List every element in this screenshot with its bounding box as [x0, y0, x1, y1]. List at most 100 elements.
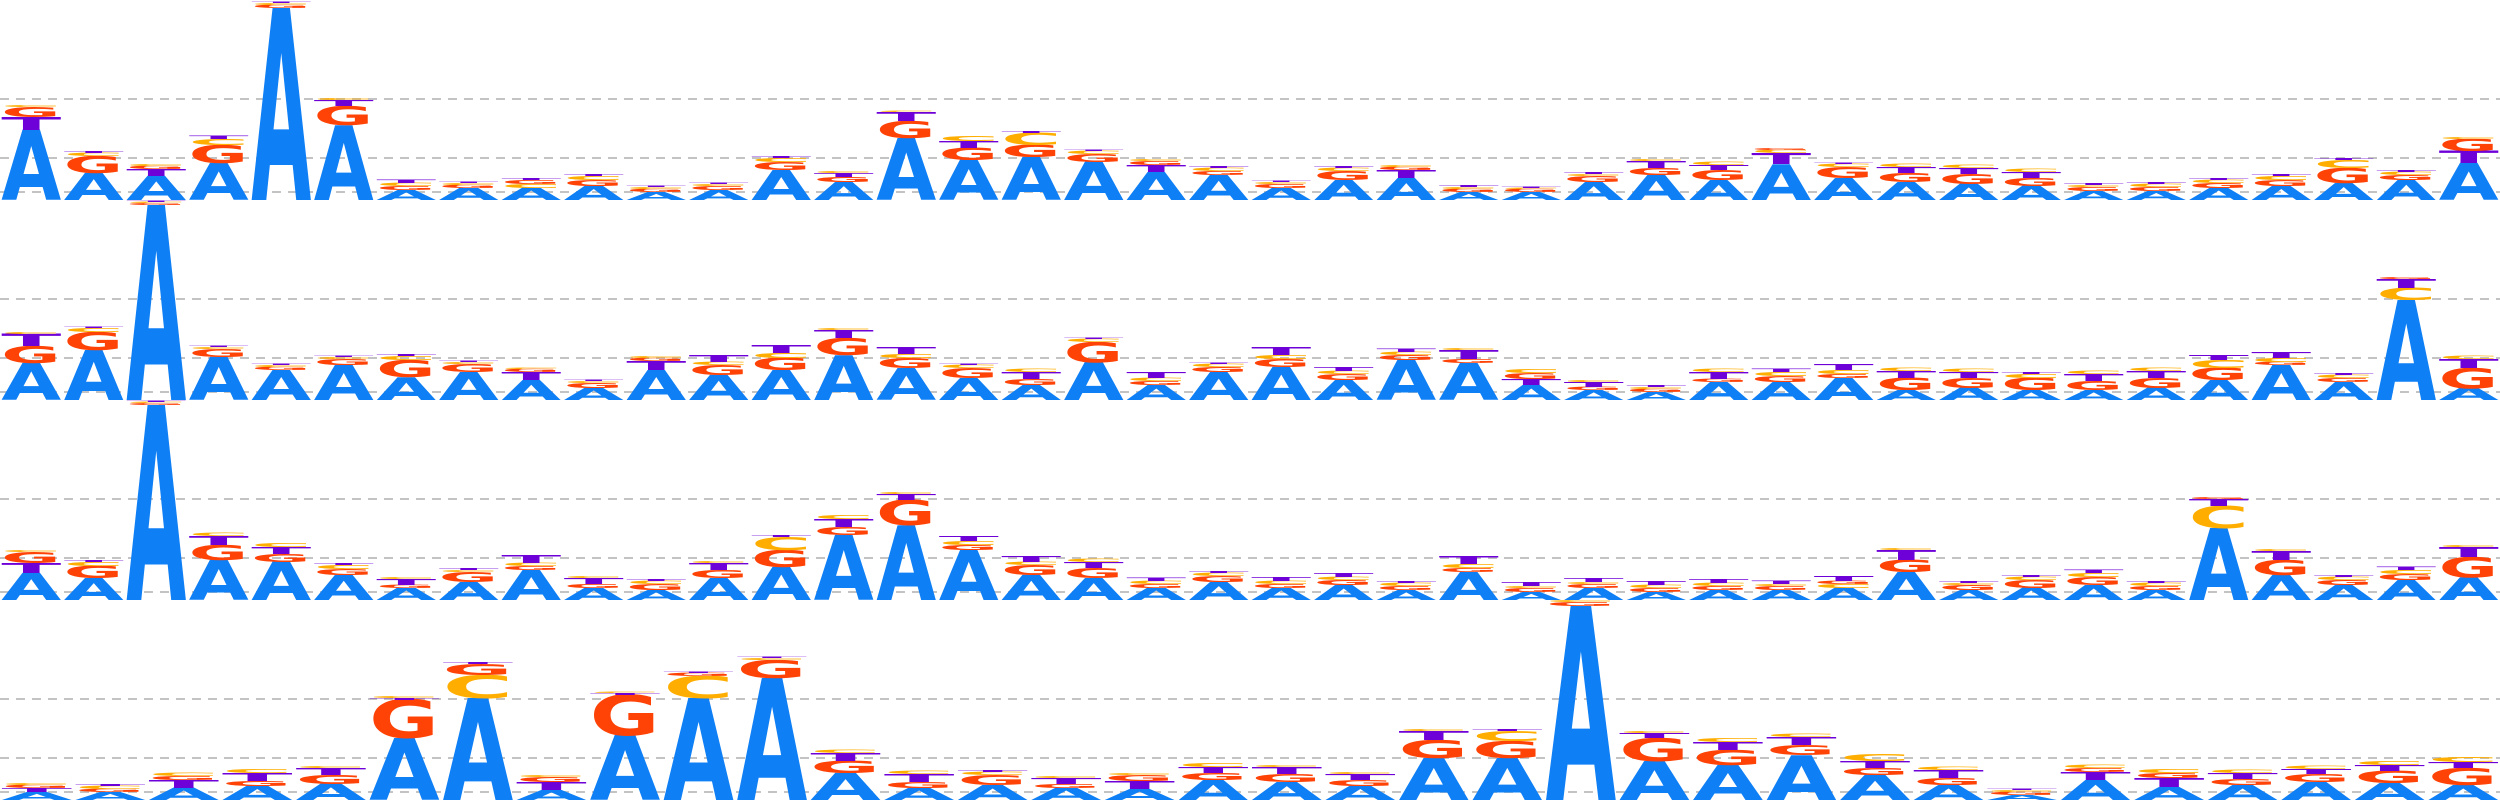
logo-letter-T: T — [1439, 184, 1500, 187]
logo-letter-G: G — [2001, 375, 2060, 394]
logo-letter-G: G — [1439, 358, 1498, 364]
logo-letter-A: A — [663, 670, 734, 800]
logo-letter-G: G — [1501, 371, 1560, 381]
logo-letter-A: A — [1876, 565, 1937, 600]
logo-letter-T: T — [189, 346, 250, 348]
logo-letter-T: T — [884, 772, 955, 785]
logo-letter-A: A — [501, 375, 561, 400]
logo-letter-C: C — [1626, 584, 1686, 589]
logo-letter-A: A — [126, 200, 186, 400]
logo-letter-T: T — [1251, 765, 1322, 776]
logo-letter-C: C — [1689, 161, 1749, 166]
logo-letter-A: A — [1064, 572, 1125, 600]
logo-letter-A: A — [1814, 372, 1875, 400]
logo-letter-A: A — [64, 337, 124, 400]
logo-letter-A: A — [1189, 169, 1250, 200]
logo-letter-T: T — [1126, 577, 1187, 582]
logo-letter-G: G — [2189, 365, 2248, 384]
logo-letter-G: G — [1064, 336, 1123, 368]
logo-letter-A: A — [439, 577, 500, 600]
logo-letter-T: T — [751, 155, 812, 158]
logo-letter-G: G — [1, 549, 60, 566]
logo-letter-T: T — [1376, 348, 1437, 353]
logo-letter-A: A — [1251, 185, 1312, 200]
logo-letter-T: T — [2376, 566, 2437, 571]
logo-letter-T: T — [126, 167, 186, 178]
logo-letter-C: C — [1564, 379, 1624, 382]
logo-letter-A: A — [64, 166, 124, 200]
logo-letter-A: A — [1001, 569, 1062, 600]
logo-letter-T: T — [1689, 164, 1750, 172]
logo-letter-T: T — [810, 751, 881, 764]
logo-letter-A: A — [2251, 356, 2311, 400]
logo-letter-T: T — [2439, 357, 2499, 371]
logo-letter-C: C — [884, 770, 955, 775]
logo-letter-A: A — [64, 572, 125, 600]
logo-letter-T: T — [1689, 578, 1750, 584]
logo-letter-A: A — [2439, 385, 2500, 400]
logo-letter-T: T — [626, 186, 687, 188]
logo-letter-A: A — [1126, 585, 1187, 600]
logo-letter-A: A — [1064, 352, 1124, 400]
logo-letter-A: A — [2001, 387, 2061, 400]
logo-letter-C: C — [2251, 357, 2311, 363]
logo-letter-A: A — [1546, 600, 1617, 800]
logo-letter-G: G — [626, 188, 685, 193]
logo-letter-A: A — [2439, 571, 2499, 600]
logo-letter-T: T — [2064, 372, 2124, 383]
logo-letter-G: G — [1314, 169, 1373, 183]
logo-letter-T: T — [1751, 150, 1811, 168]
logo-letter-G: G — [1564, 583, 1623, 589]
logo-letter-G: G — [1314, 579, 1373, 587]
logo-letter-A: A — [751, 362, 811, 400]
logo-letter-T: T — [2376, 169, 2437, 172]
logo-letter-C: C — [1876, 163, 1936, 168]
logo-letter-A: A — [1251, 358, 1311, 400]
logo-letter-A: A — [1314, 581, 1374, 600]
logo-letter-A: A — [1693, 756, 1764, 800]
logo-letter-G: G — [1751, 374, 1810, 384]
logo-letter-G: G — [1939, 172, 1998, 188]
logo-letter-T: T — [1064, 150, 1125, 152]
logo-letter-C: C — [251, 364, 311, 367]
logo-letter-C: C — [2354, 760, 2425, 766]
logo-letter-G: G — [2376, 174, 2435, 182]
logo-letter-T: T — [1564, 171, 1625, 174]
logo-letter-A: A — [1064, 152, 1124, 200]
logo-letter-C: C — [1104, 773, 1175, 776]
logo-letter-G: G — [876, 356, 935, 372]
logo-letter-A: A — [75, 790, 146, 800]
logo-letter-T: T — [1031, 776, 1102, 786]
logo-letter-C: C — [1840, 752, 1911, 763]
logo-letter-G: G — [939, 544, 998, 552]
logo-letter-G: G — [439, 362, 498, 375]
logo-letter-G: G — [2064, 186, 2123, 192]
logo-letter-T: T — [1001, 130, 1062, 133]
logo-letter-G: G — [689, 568, 748, 581]
logo-letter-A: A — [2314, 377, 2375, 400]
logo-letter-C: C — [1689, 368, 1749, 373]
logo-letter-C: C — [64, 561, 124, 567]
logo-letter-T: T — [64, 559, 125, 562]
logo-letter-G: G — [810, 758, 880, 777]
logo-letter-C: C — [64, 152, 124, 157]
logo-letter-A: A — [189, 154, 249, 200]
logo-letter-C: C — [75, 785, 146, 790]
logo-letter-G: G — [1939, 584, 1998, 592]
logo-letter-C: C — [810, 749, 881, 754]
logo-letter-G: G — [1840, 766, 1910, 777]
logo-letter-G: G — [814, 176, 873, 184]
logo-letter-A: A — [939, 537, 999, 600]
logo-letter-T: T — [439, 182, 500, 184]
logo-letter-G: G — [376, 355, 435, 382]
logo-letter-T: T — [314, 562, 375, 565]
logo-letter-C: C — [2001, 373, 2061, 379]
logo-letter-T: T — [939, 139, 999, 150]
logo-letter-A: A — [737, 645, 808, 800]
logo-letter-G: G — [126, 403, 185, 406]
logo-letter-A: A — [689, 369, 750, 400]
logo-letter-G: G — [443, 661, 513, 679]
logo-letter-G: G — [64, 151, 123, 178]
